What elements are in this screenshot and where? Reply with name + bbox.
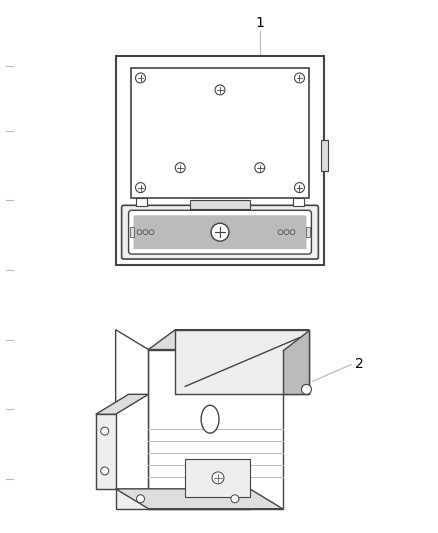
Circle shape: [294, 73, 304, 83]
Text: 2: 2: [355, 358, 364, 372]
Bar: [185, 459, 250, 497]
Circle shape: [135, 183, 145, 192]
FancyBboxPatch shape: [122, 205, 318, 259]
Ellipse shape: [201, 405, 219, 433]
FancyBboxPatch shape: [129, 211, 311, 254]
Polygon shape: [116, 489, 250, 508]
Circle shape: [211, 223, 229, 241]
Bar: [293, 198, 304, 206]
Bar: [321, 140, 328, 171]
Circle shape: [101, 467, 109, 475]
Bar: [135, 198, 148, 206]
Polygon shape: [148, 330, 309, 350]
Circle shape: [212, 472, 224, 484]
Circle shape: [290, 230, 295, 235]
Circle shape: [301, 384, 311, 394]
Bar: [116, 56, 324, 265]
Polygon shape: [96, 394, 148, 414]
Circle shape: [137, 230, 142, 235]
Circle shape: [143, 230, 148, 235]
Polygon shape: [175, 330, 309, 394]
Text: 1: 1: [255, 17, 264, 30]
Polygon shape: [283, 330, 309, 394]
Circle shape: [294, 183, 304, 192]
Circle shape: [137, 495, 145, 503]
FancyBboxPatch shape: [134, 215, 307, 249]
Bar: [131, 68, 309, 198]
Circle shape: [101, 427, 109, 435]
Polygon shape: [96, 414, 116, 489]
Bar: [130, 227, 134, 237]
Circle shape: [278, 230, 283, 235]
Circle shape: [175, 163, 185, 173]
Polygon shape: [116, 330, 148, 508]
Circle shape: [215, 85, 225, 95]
Circle shape: [135, 73, 145, 83]
Polygon shape: [116, 489, 283, 508]
Bar: [190, 199, 250, 209]
Polygon shape: [148, 350, 283, 508]
Circle shape: [231, 495, 239, 503]
Bar: [307, 227, 311, 237]
Circle shape: [284, 230, 289, 235]
Circle shape: [255, 163, 265, 173]
Circle shape: [149, 230, 154, 235]
